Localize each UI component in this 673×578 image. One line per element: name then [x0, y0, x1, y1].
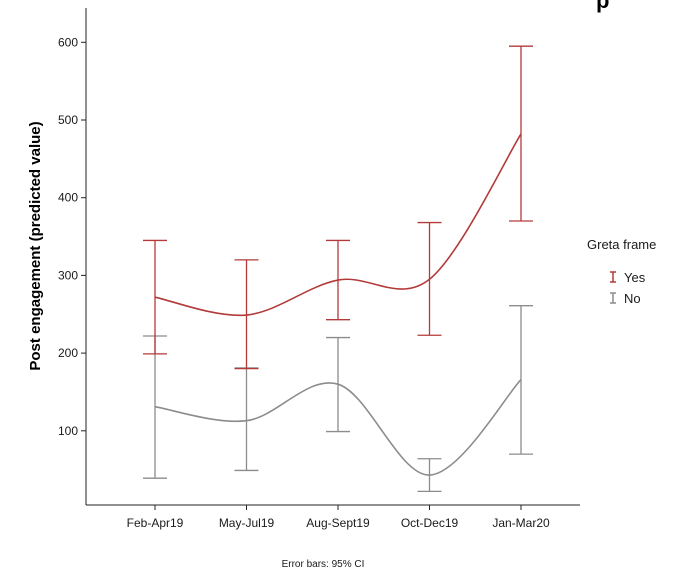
y-tick-label: 200: [58, 346, 78, 360]
x-tick-label: Jan-Mar20: [492, 516, 550, 530]
x-tick-label: Oct-Dec19: [401, 516, 459, 530]
x-tick-label: May-Jul19: [219, 516, 275, 530]
series-line-yes: [154, 133, 522, 317]
legend-label-no: No: [624, 291, 641, 306]
error-bar-note: Error bars: 95% CI: [282, 559, 365, 570]
y-tick-label: 300: [58, 268, 78, 282]
error-bar-yes: [509, 45, 533, 222]
y-tick-label: 600: [58, 35, 78, 49]
legend-item-yes: Yes: [610, 270, 646, 285]
series-line-no: [154, 378, 522, 476]
series-layer: [143, 45, 533, 493]
header-fragment: p: [596, 0, 609, 13]
x-tick-label: Feb-Apr19: [127, 516, 184, 530]
legend: Greta frame Yes No: [587, 237, 656, 306]
y-tick-label: 400: [58, 191, 78, 205]
legend-title: Greta frame: [587, 237, 656, 252]
legend-item-no: No: [610, 291, 641, 306]
legend-label-yes: Yes: [624, 270, 646, 285]
y-tick-label: 100: [58, 424, 78, 438]
y-axis-title: Post engagement (predicted value): [27, 121, 44, 370]
y-tick-label: 500: [58, 113, 78, 127]
axes: 100 200 300 400 500 600 Feb-Apr19 May-Jul19 Aug-…: [58, 8, 580, 530]
x-tick-label: Aug-Sept19: [306, 516, 370, 530]
